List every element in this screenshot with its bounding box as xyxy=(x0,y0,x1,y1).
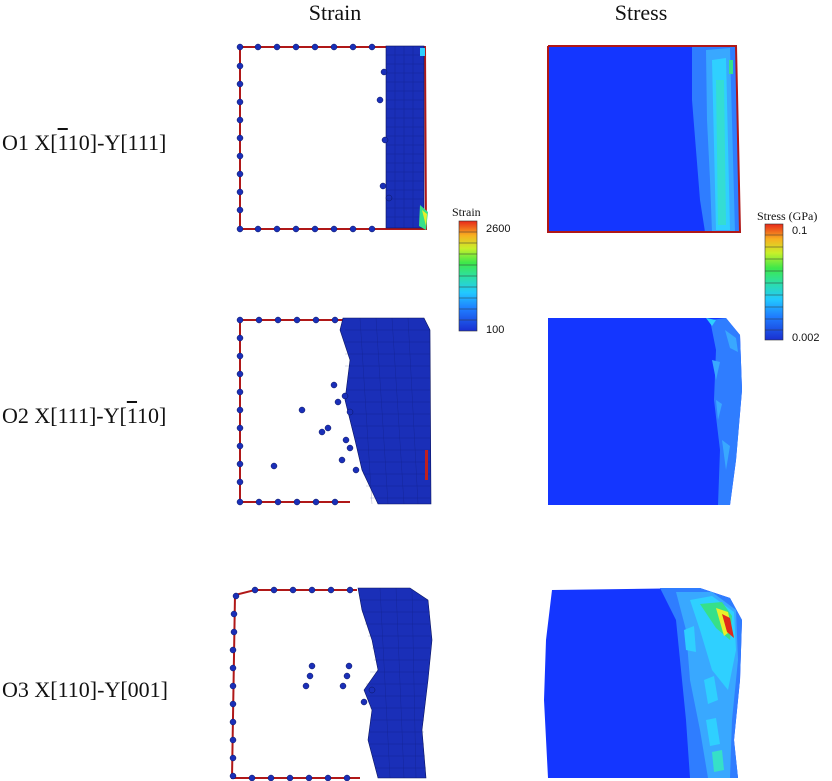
stress-colorbar-min: 0.002 xyxy=(792,332,820,344)
stress-colorbar-title: Stress (GPa) xyxy=(757,209,818,223)
strain-colorbar-title: Strain xyxy=(452,205,481,219)
row-label-o1: O1 X[110]-Y[111] xyxy=(2,130,167,155)
stress-colorbar-max: 0.1 xyxy=(792,225,808,237)
strain-colorbar-max: 2600 xyxy=(486,223,511,235)
strain-column-title: Strain xyxy=(308,0,362,25)
row-label-o3: O3 X[110]-Y[001] xyxy=(2,677,168,702)
stress-column-title: Stress xyxy=(614,0,668,25)
strain-colorbar-min: 100 xyxy=(486,324,505,336)
row-label-o2: O2 X[111]-Y[110] xyxy=(2,403,167,428)
